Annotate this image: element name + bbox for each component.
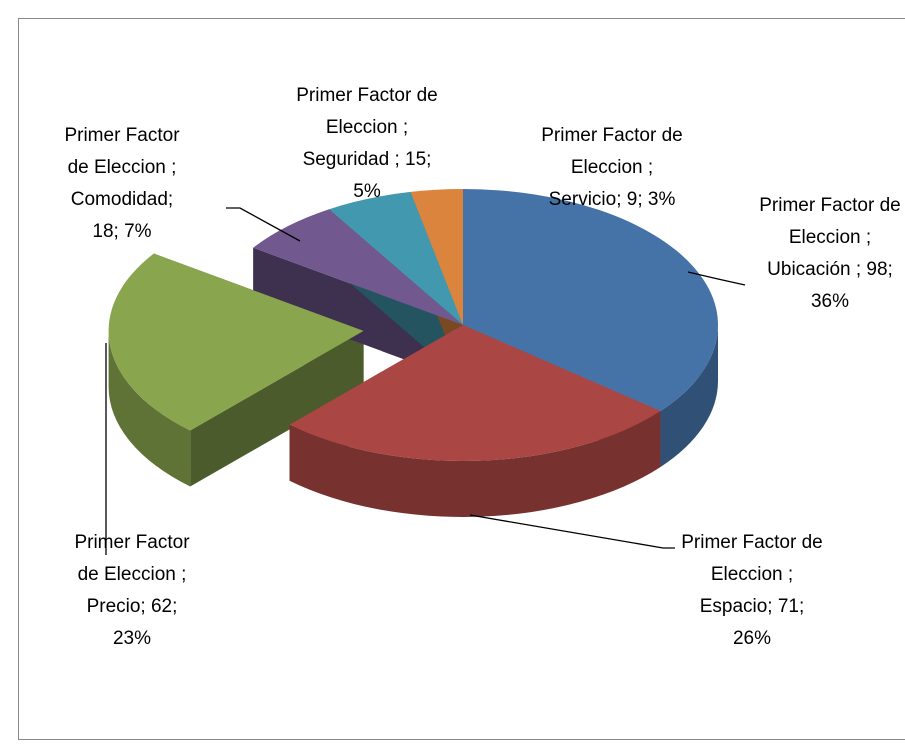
leader-line (687, 271, 746, 286)
pie (108, 189, 719, 518)
slice-wall (253, 247, 463, 381)
data-label: Primer Factor de Eleccion ; Servicio; 9;… (541, 125, 683, 210)
data-label: Primer Factor de Eleccion ; Ubicación ; … (759, 195, 901, 312)
slice (329, 191, 463, 325)
slice (289, 325, 661, 462)
slice (108, 253, 364, 431)
slice-side (289, 411, 661, 518)
data-label: Primer Factor de Eleccion ; Espacio; 71;… (681, 532, 823, 649)
leader-lines (105, 207, 746, 555)
slice (463, 189, 719, 412)
data-label: Primer Factor de Eleccion ; Precio; 62; … (74, 532, 190, 649)
data-label: Primer Factor de Eleccion ; Seguridad ; … (296, 85, 438, 202)
leader-line (226, 207, 301, 242)
chart-frame (18, 18, 905, 740)
slice (410, 189, 463, 325)
data-label: Primer Factor de Eleccion ; Comodidad; 1… (64, 125, 180, 242)
slice-side (660, 325, 718, 468)
slice (253, 209, 463, 325)
slice-side (108, 330, 191, 487)
leader-line (469, 514, 675, 549)
